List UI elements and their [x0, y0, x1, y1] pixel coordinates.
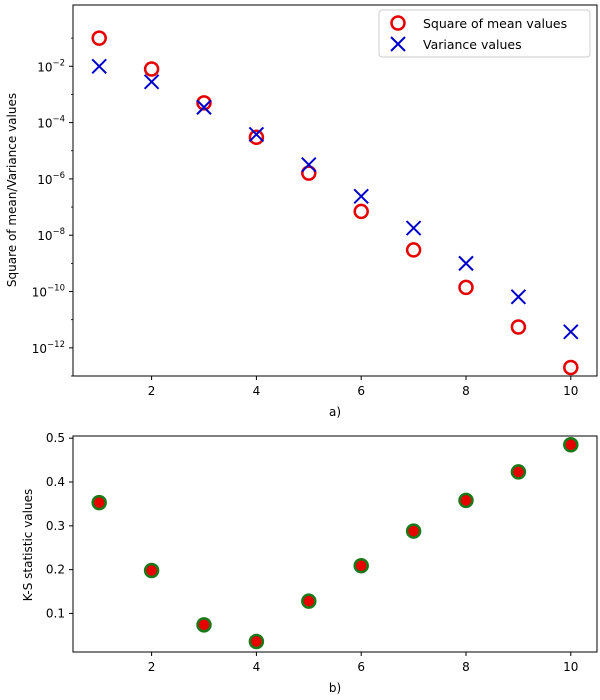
ks-statistic-point	[143, 562, 160, 579]
variance-point	[143, 74, 160, 90]
variance-point	[405, 220, 422, 236]
legend-label-variance: Variance values	[423, 37, 522, 52]
square-of-mean-point	[353, 203, 369, 220]
ks-statistic-point	[510, 464, 527, 480]
chart-a: 2 4 6 8 10 10−12 10−10 10−8 10−6 10−4 10−2 a) Squ…	[5, 4, 598, 419]
chart-a-x-tick-label: 10	[563, 384, 578, 398]
square-of-mean-point	[510, 319, 527, 335]
ks-statistic-point	[563, 437, 579, 453]
chart-b-x-label: b)	[329, 681, 341, 695]
square-of-mean-point	[143, 61, 160, 77]
chart-b-y-tick-label: 0.5	[46, 431, 65, 445]
chart-a-x-ticks: 2 4 6 8 10	[148, 376, 578, 398]
square-of-mean-point	[458, 279, 474, 296]
ks-statistic-point	[301, 593, 317, 609]
legend-x-marker	[390, 36, 406, 52]
chart-a-plot-area	[72, 4, 598, 377]
chart-a-y-tick-label: 10−10	[32, 284, 65, 300]
square-of-mean-point	[301, 165, 317, 181]
chart-a-x-tick-label: 4	[253, 384, 261, 398]
chart-b-x-tick-label: 10	[563, 660, 578, 674]
variance-point	[458, 255, 474, 272]
chart-a-x-label: a)	[329, 405, 341, 419]
legend-circle-marker	[390, 15, 406, 31]
chart-a-x-tick-label: 2	[148, 384, 156, 398]
square-of-mean-point	[196, 95, 212, 111]
chart-b-points	[91, 437, 579, 650]
chart-a-points	[91, 30, 579, 376]
square-of-mean-point	[563, 359, 579, 376]
square-of-mean-point	[405, 242, 422, 258]
chart-a-y-tick-label: 10−8	[37, 227, 65, 243]
chart-b-y-tick-label: 0.4	[46, 475, 65, 489]
variance-point	[563, 324, 579, 340]
square-of-mean-point	[91, 30, 107, 46]
chart-b: 2 4 6 8 10 0.1 0.2 0.3 0.4 0.5 b) K-S statistic …	[21, 431, 598, 695]
legend-label-square-of-mean: Square of mean values	[423, 16, 567, 31]
ks-statistic-point	[353, 557, 369, 574]
variance-point	[353, 188, 369, 205]
chart-a-y-tick-label: 10−6	[37, 171, 65, 187]
variance-point	[301, 156, 317, 173]
chart-b-y-tick-label: 0.3	[46, 519, 65, 533]
chart-b-x-tick-label: 8	[462, 660, 470, 674]
chart-b-y-ticks: 0.1 0.2 0.3 0.4 0.5	[46, 431, 73, 620]
chart-a-y-tick-label: 10−4	[37, 115, 65, 131]
variance-point	[196, 99, 212, 115]
chart-b-y-tick-label: 0.1	[46, 606, 65, 620]
variance-point	[91, 58, 107, 74]
chart-b-x-tick-label: 6	[357, 660, 365, 674]
chart-a-y-tick-label: 10−12	[32, 340, 65, 356]
ks-statistic-point	[405, 523, 422, 539]
ks-statistic-point	[458, 492, 474, 509]
chart-b-plot-area	[72, 435, 598, 653]
chart-b-y-tick-label: 0.2	[46, 563, 65, 577]
chart-b-x-tick-label: 2	[148, 660, 156, 674]
ks-statistic-point	[196, 617, 212, 633]
legend-frame	[378, 9, 591, 58]
chart-a-legend: Square of mean values Variance values	[378, 9, 591, 58]
ks-statistic-point	[248, 633, 265, 650]
chart-a-y-ticks: 10−12 10−10 10−8 10−6 10−4 10−2	[32, 37, 73, 377]
chart-a-y-label: Square of mean/Variance values	[5, 93, 19, 287]
ks-statistic-point	[91, 494, 107, 511]
chart-b-y-label: K-S statistic values	[21, 489, 35, 601]
square-of-mean-point	[248, 129, 265, 146]
variance-point	[510, 289, 527, 305]
chart-b-x-ticks: 2 4 6 8 10	[148, 652, 578, 674]
chart-a-x-tick-label: 6	[357, 384, 365, 398]
variance-point	[248, 126, 265, 143]
chart-b-x-tick-label: 4	[253, 660, 261, 674]
chart-a-y-tick-label: 10−2	[37, 58, 65, 74]
chart-a-x-tick-label: 8	[462, 384, 470, 398]
